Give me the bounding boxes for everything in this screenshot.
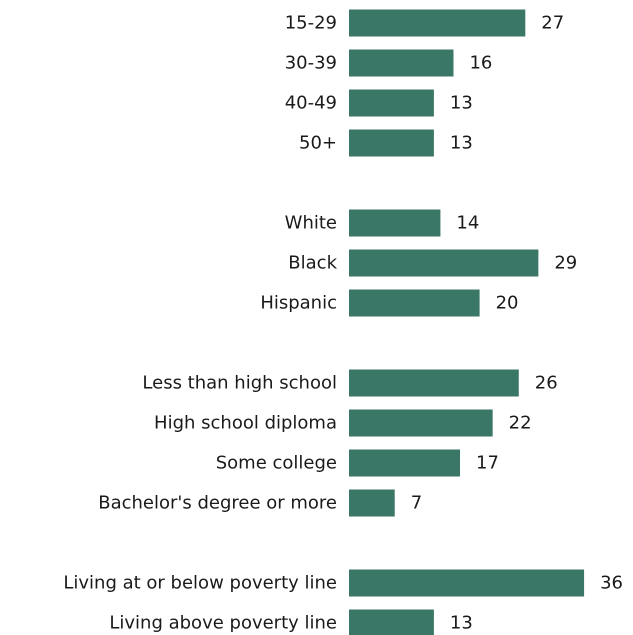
category-label-0-1: 30-39 (285, 53, 337, 74)
bar-0-3 (349, 129, 434, 157)
category-label-2-3: Bachelor's degree or more (98, 493, 337, 514)
bar-1-2 (349, 289, 480, 317)
bar-0-0 (349, 9, 526, 37)
category-label-0-3: 50+ (299, 133, 337, 154)
bar-2-2 (349, 449, 461, 477)
value-label-2-0: 26 (535, 373, 558, 394)
category-label-3-0: Living at or below poverty line (63, 573, 337, 594)
bar-2-3 (349, 489, 395, 517)
category-label-3-1: Living above poverty line (109, 613, 337, 634)
value-label-0-1: 16 (469, 53, 492, 74)
category-label-0-2: 40-49 (285, 93, 337, 114)
value-label-1-2: 20 (496, 293, 519, 314)
value-label-3-0: 36 (600, 573, 623, 594)
value-label-0-3: 13 (450, 133, 473, 154)
bars-layer: 15-29 27 30-39 16 40-49 13 50+ 13 White 14 Black 29… (63, 9, 623, 635)
value-label-0-2: 13 (450, 93, 473, 114)
category-label-1-1: Black (288, 253, 337, 274)
value-label-1-0: 14 (456, 213, 479, 234)
bar-3-1 (349, 609, 434, 635)
value-label-2-1: 22 (509, 413, 532, 434)
category-label-1-0: White (285, 213, 337, 234)
value-label-2-2: 17 (476, 453, 499, 474)
bar-1-1 (349, 249, 539, 277)
category-label-2-0: Less than high school (142, 373, 337, 394)
value-label-0-0: 27 (541, 13, 564, 34)
category-label-2-1: High school diploma (154, 413, 337, 434)
value-label-1-1: 29 (554, 253, 577, 274)
category-label-2-2: Some college (216, 453, 337, 474)
value-label-3-1: 13 (450, 613, 473, 634)
category-label-1-2: Hispanic (260, 293, 337, 314)
bar-0-2 (349, 89, 434, 117)
bar-1-0 (349, 209, 441, 237)
bar-0-1 (349, 49, 454, 77)
category-label-0-0: 15-29 (285, 13, 337, 34)
bar-3-0 (349, 569, 585, 597)
value-label-2-3: 7 (411, 493, 422, 514)
bar-2-1 (349, 409, 493, 437)
bar-2-0 (349, 369, 519, 397)
